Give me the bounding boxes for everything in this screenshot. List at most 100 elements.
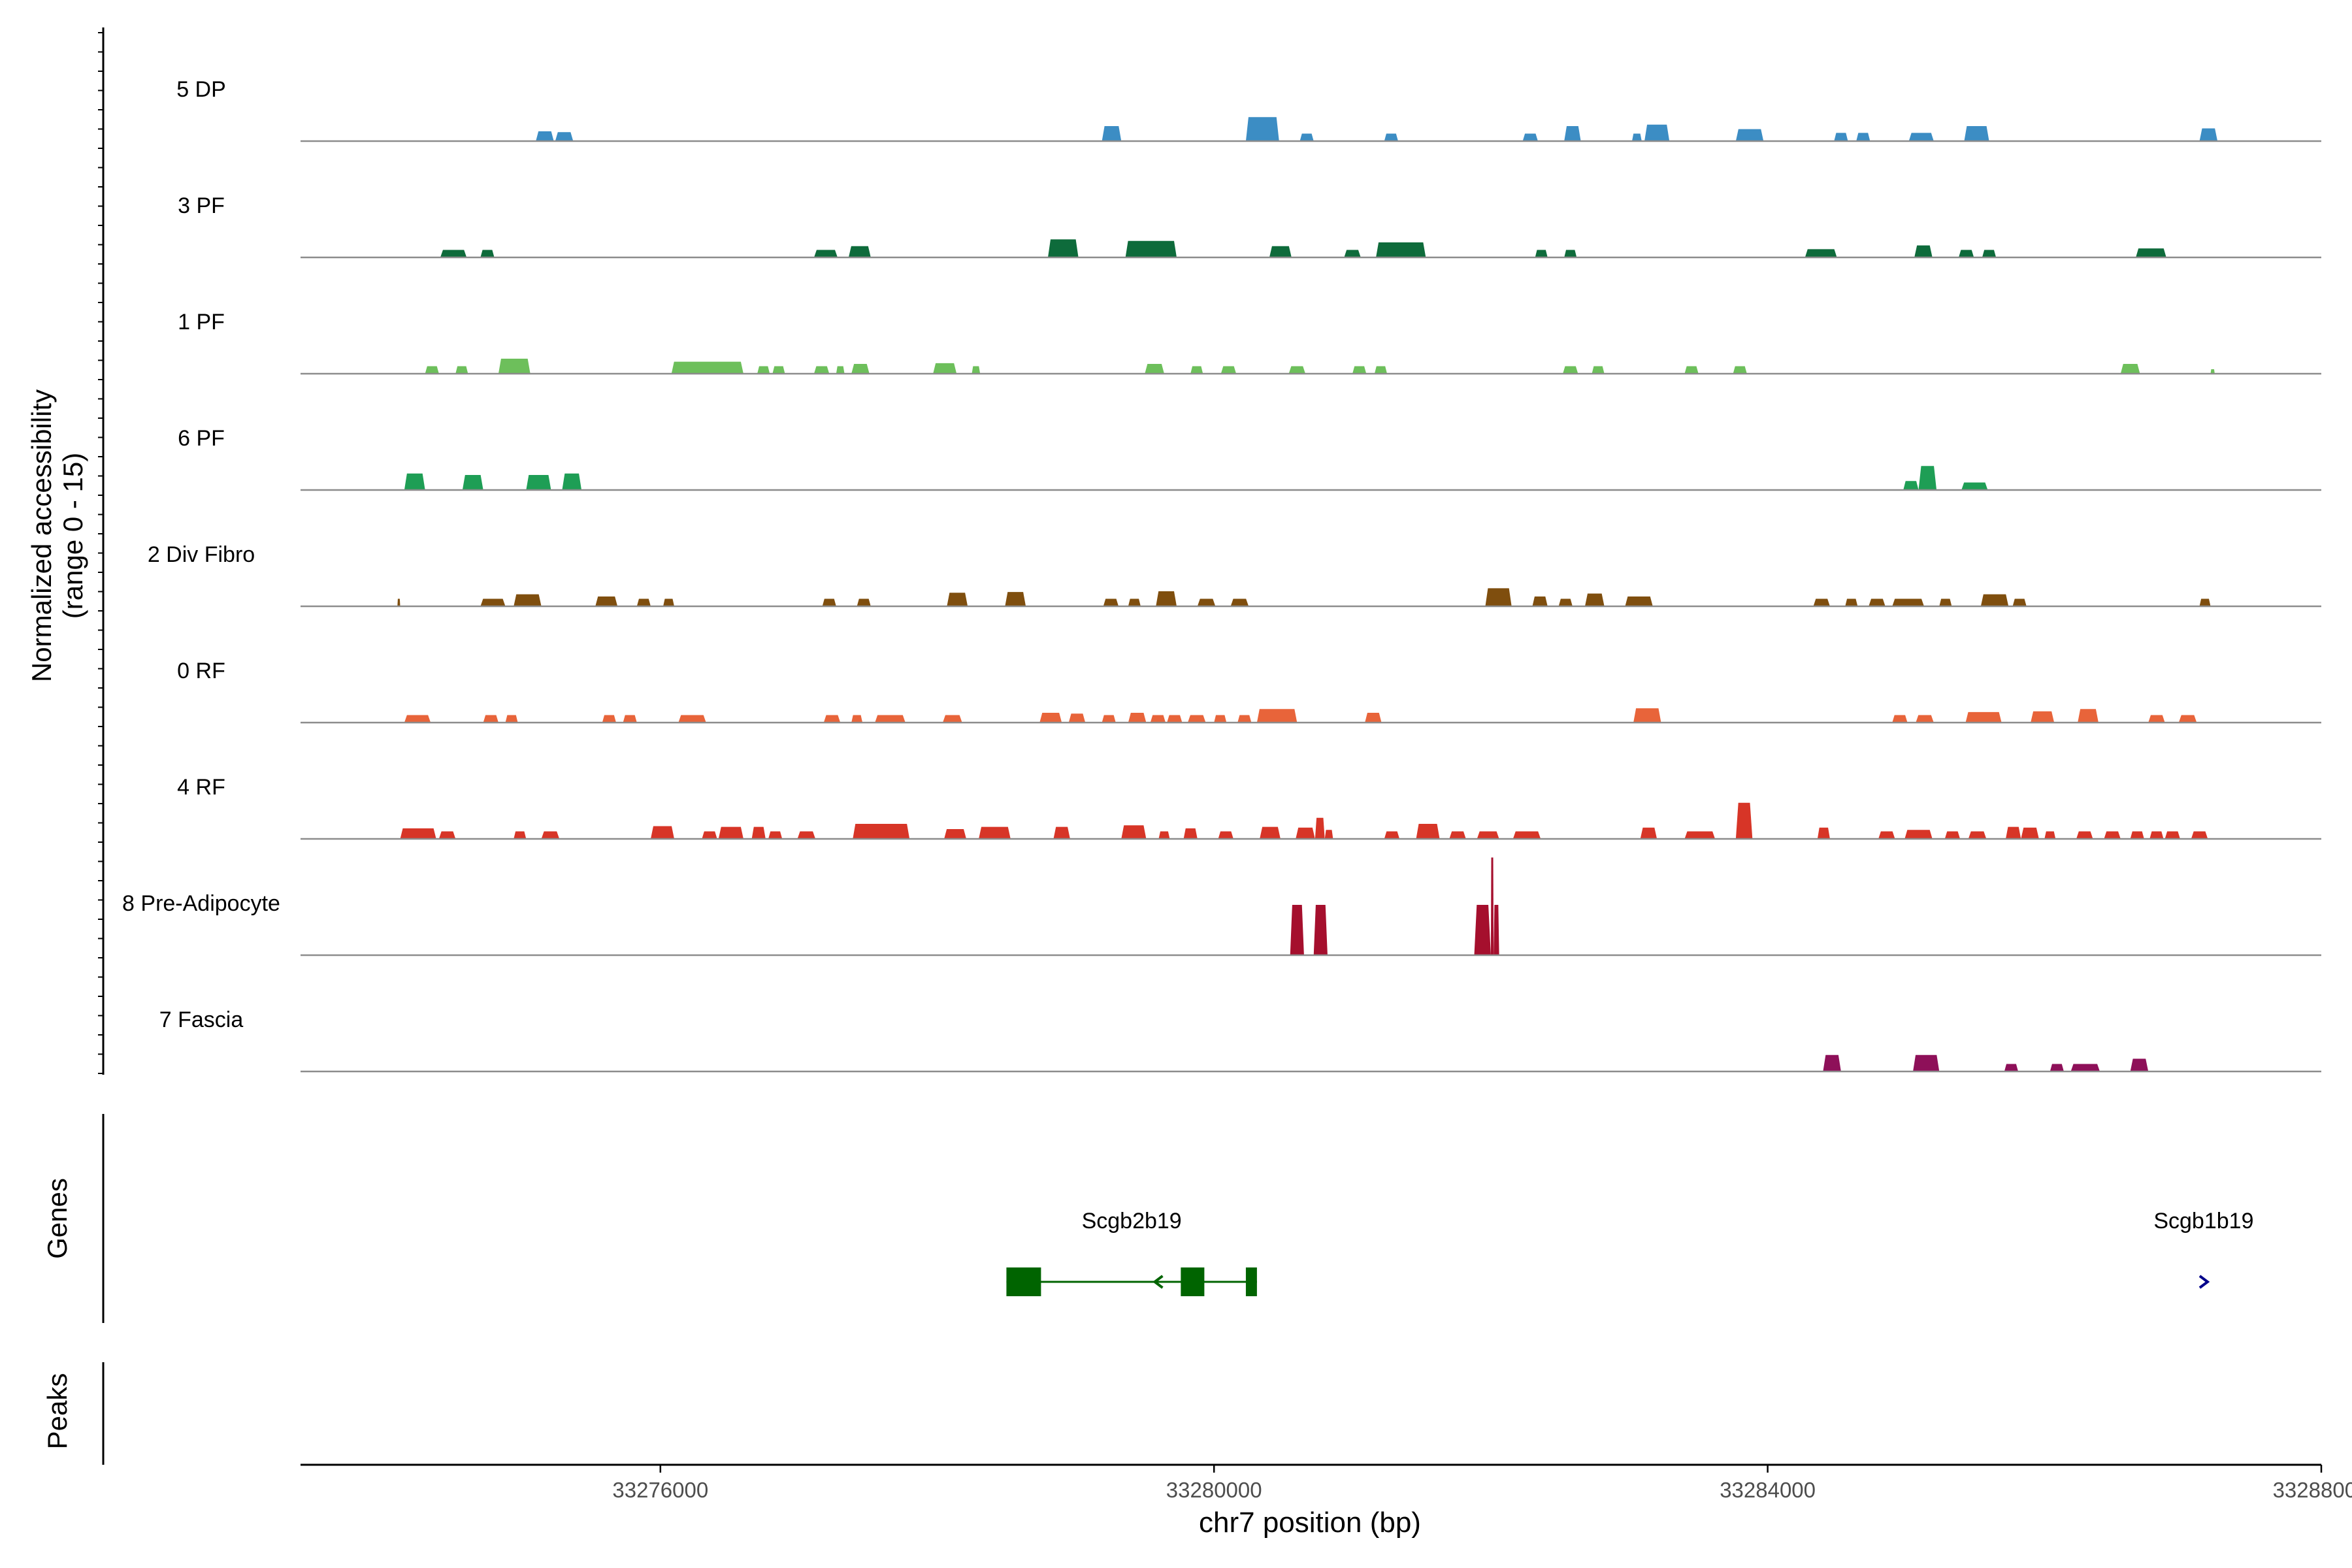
- coverage-peak: [2199, 128, 2218, 141]
- coverage-peak: [2076, 831, 2093, 839]
- coverage-peak: [455, 366, 468, 374]
- coverage-peak: [2149, 831, 2164, 839]
- peaks-panel-label: Peaks: [42, 1373, 73, 1450]
- coverage-peak: [1269, 246, 1292, 257]
- coverage-peak: [2104, 831, 2121, 839]
- track-4-rf: 4 RF: [177, 775, 2321, 840]
- coverage-peak: [1640, 827, 1658, 839]
- track-0-rf: 0 RF: [177, 659, 2321, 724]
- gene-scgb2b19: Scgb2b19: [1006, 1209, 1257, 1296]
- x-tick-label: 33284000: [1720, 1478, 1816, 1502]
- coverage-peak: [1237, 715, 1252, 723]
- coverage-peak: [1944, 831, 1961, 839]
- genes-layer: Scgb2b19 Scgb1b19: [1006, 1209, 2253, 1296]
- coverage-peak: [440, 250, 467, 257]
- coverage-peak: [1315, 817, 1325, 839]
- coverage-peak: [425, 366, 439, 374]
- track-label: 2 Div Fibro: [148, 542, 255, 567]
- coverage-peak: [1913, 1054, 1940, 1071]
- coverage-peak: [1053, 826, 1070, 839]
- coverage-peak: [1965, 711, 2002, 723]
- coverage-peak: [526, 475, 551, 490]
- coverage-peak: [851, 715, 863, 723]
- y-axis-range-label: (range 0 - 15): [57, 453, 88, 619]
- coverage-peak: [1214, 715, 1227, 723]
- track-label: 0 RF: [177, 659, 225, 683]
- x-tick-label: 33288000: [2273, 1478, 2352, 1502]
- coverage-peak: [1102, 126, 1122, 141]
- coverage-peak: [1005, 592, 1026, 606]
- coverage-peak: [1584, 593, 1605, 606]
- coverage-peak: [1918, 466, 1937, 490]
- coverage-peak: [1805, 249, 1837, 257]
- coverage-peak: [462, 475, 483, 490]
- coverage-peak: [1245, 117, 1279, 141]
- coverage-peak: [1344, 250, 1361, 257]
- coverage-peak: [979, 826, 1011, 839]
- coverage-peak: [1128, 713, 1147, 723]
- coverage-peak: [650, 826, 674, 839]
- coverage-peak: [1958, 250, 1974, 257]
- coverage-peak: [480, 598, 506, 606]
- coverage-peak: [663, 598, 674, 606]
- coverage-peak: [1477, 831, 1499, 839]
- coverage-peak: [1684, 831, 1716, 839]
- coverage-peak: [1183, 828, 1198, 839]
- coverage-peak: [2021, 827, 2039, 839]
- coverage-peak: [562, 473, 582, 490]
- coverage-peak: [1908, 133, 1934, 141]
- coverage-peak: [1299, 133, 1314, 141]
- tracks-layer: 5 DP 3 PF 1 PF 6 PF 2 Div Fibro 0 RF 4 RF 8 Pre…: [122, 77, 2321, 1073]
- coverage-peak: [1494, 904, 1499, 955]
- coverage-peak: [875, 715, 906, 723]
- coverage-peak: [944, 829, 966, 839]
- coverage-peak: [2199, 598, 2211, 606]
- coverage-peak: [404, 715, 431, 723]
- coverage-peak: [536, 131, 554, 141]
- coverage-peak: [1158, 831, 1170, 839]
- coverage-peak: [2130, 1058, 2149, 1071]
- coverage-peak: [1892, 715, 1908, 723]
- coverage-peak: [483, 715, 498, 723]
- coverage-peak: [1102, 715, 1116, 723]
- coverage-peak: [768, 831, 783, 839]
- coverage-peak: [595, 596, 618, 606]
- coverage-peak: [498, 359, 531, 374]
- coverage-peak: [1856, 133, 1870, 141]
- coverage-peak: [1220, 366, 1237, 374]
- coverage-peak: [480, 250, 495, 257]
- coverage-peak: [602, 715, 617, 723]
- coverage-peak: [1564, 126, 1581, 141]
- coverage-peak: [757, 366, 770, 374]
- coverage-peak: [1352, 366, 1367, 374]
- coverage-peak: [1376, 242, 1426, 257]
- coverage-peak: [1964, 126, 1989, 141]
- coverage-peak: [1047, 239, 1079, 257]
- coverage-peak: [1968, 831, 1987, 839]
- strand-arrow: [1152, 1275, 1164, 1289]
- coverage-peak: [1558, 598, 1573, 606]
- track-6-pf: 6 PF: [178, 426, 2321, 491]
- coverage-peak: [1218, 831, 1233, 839]
- coverage-peak: [1121, 825, 1147, 839]
- coverage-peak: [514, 831, 527, 839]
- coverage-peak: [2164, 831, 2180, 839]
- track-label: 3 PF: [178, 193, 225, 218]
- coverage-peak: [2070, 1064, 2100, 1071]
- coverage-peak: [1156, 591, 1177, 606]
- coverage-peak: [947, 593, 968, 606]
- coverage-peak: [1197, 598, 1216, 606]
- coverage-peak: [718, 826, 743, 839]
- coverage-peak: [1256, 709, 1298, 723]
- coverage-peak: [505, 715, 518, 723]
- coverage-peak: [555, 132, 574, 141]
- coverage-peak: [1150, 715, 1166, 723]
- coverage-peak: [1324, 830, 1333, 839]
- track-label: 4 RF: [177, 775, 225, 800]
- track-2-div-fibro: 2 Div Fibro: [148, 542, 2321, 608]
- strand-arrow: [2198, 1275, 2210, 1289]
- coverage-peak: [942, 715, 962, 723]
- coverage-peak: [933, 363, 957, 374]
- genes-panel-label: Genes: [42, 1178, 73, 1259]
- coverage-peak: [1878, 831, 1895, 839]
